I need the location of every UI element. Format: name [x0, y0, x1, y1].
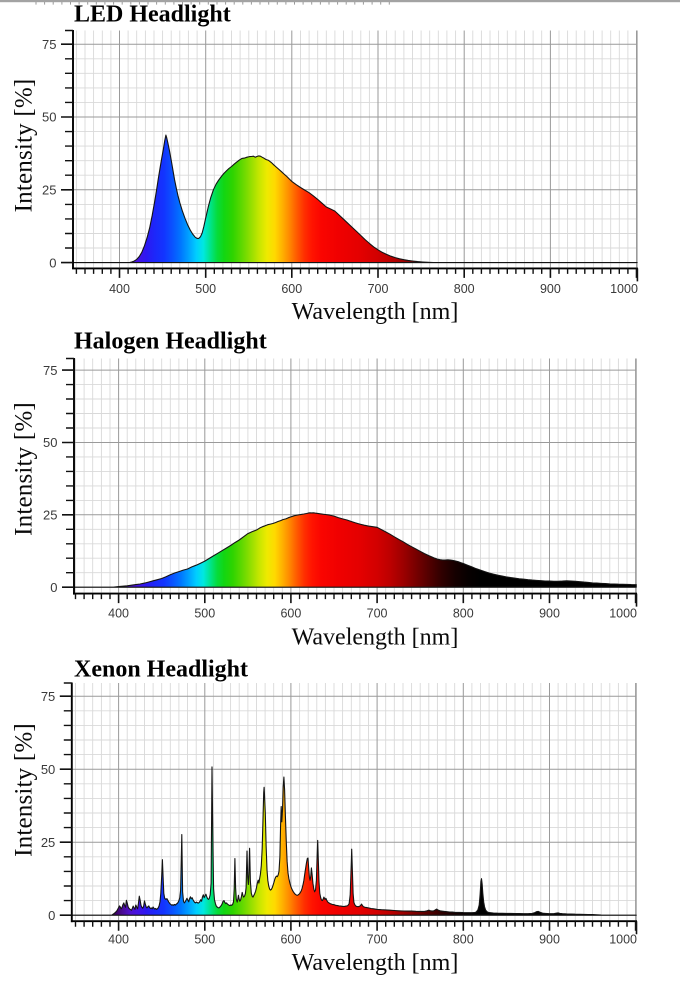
svg-text:Wavelength [nm]: Wavelength [nm] [292, 299, 459, 325]
svg-text:Intensity [%]: Intensity [%] [11, 79, 38, 213]
svg-text:75: 75 [43, 363, 57, 378]
svg-text:800: 800 [454, 282, 475, 296]
svg-text:700: 700 [368, 282, 389, 296]
svg-text:900: 900 [540, 282, 561, 296]
svg-text:Halogen Headlight: Halogen Headlight [74, 328, 267, 354]
svg-text:LED Headlight: LED Headlight [74, 2, 231, 28]
svg-text:600: 600 [280, 607, 301, 621]
svg-text:1000: 1000 [609, 933, 637, 947]
svg-text:900: 900 [539, 933, 560, 947]
svg-text:50: 50 [43, 435, 57, 450]
svg-text:75: 75 [42, 37, 56, 52]
svg-text:25: 25 [43, 508, 57, 523]
svg-text:1000: 1000 [609, 607, 637, 621]
svg-text:400: 400 [109, 282, 130, 296]
svg-text:500: 500 [194, 607, 215, 621]
svg-text:700: 700 [367, 607, 388, 621]
svg-text:500: 500 [195, 282, 216, 296]
svg-text:600: 600 [280, 933, 301, 947]
svg-text:800: 800 [453, 933, 474, 947]
svg-text:500: 500 [194, 933, 215, 947]
svg-text:25: 25 [42, 183, 56, 198]
svg-text:400: 400 [108, 607, 129, 621]
svg-text:900: 900 [539, 607, 560, 621]
svg-text:1000: 1000 [610, 282, 638, 296]
svg-text:Intensity [%]: Intensity [%] [11, 723, 38, 857]
svg-text:0: 0 [48, 908, 55, 923]
svg-text:Intensity [%]: Intensity [%] [11, 402, 38, 536]
svg-text:Wavelength [nm]: Wavelength [nm] [292, 625, 459, 651]
svg-text:600: 600 [281, 282, 302, 296]
svg-text:50: 50 [42, 110, 56, 125]
svg-text:700: 700 [367, 933, 388, 947]
svg-text:75: 75 [41, 689, 55, 704]
svg-text:Wavelength [nm]: Wavelength [nm] [292, 950, 459, 976]
svg-text:50: 50 [41, 762, 55, 777]
svg-text:800: 800 [453, 607, 474, 621]
svg-text:25: 25 [41, 835, 55, 850]
svg-text:0: 0 [49, 255, 56, 270]
svg-text:0: 0 [50, 580, 57, 595]
svg-text:Xenon Headlight: Xenon Headlight [74, 657, 248, 683]
svg-text:400: 400 [108, 933, 129, 947]
